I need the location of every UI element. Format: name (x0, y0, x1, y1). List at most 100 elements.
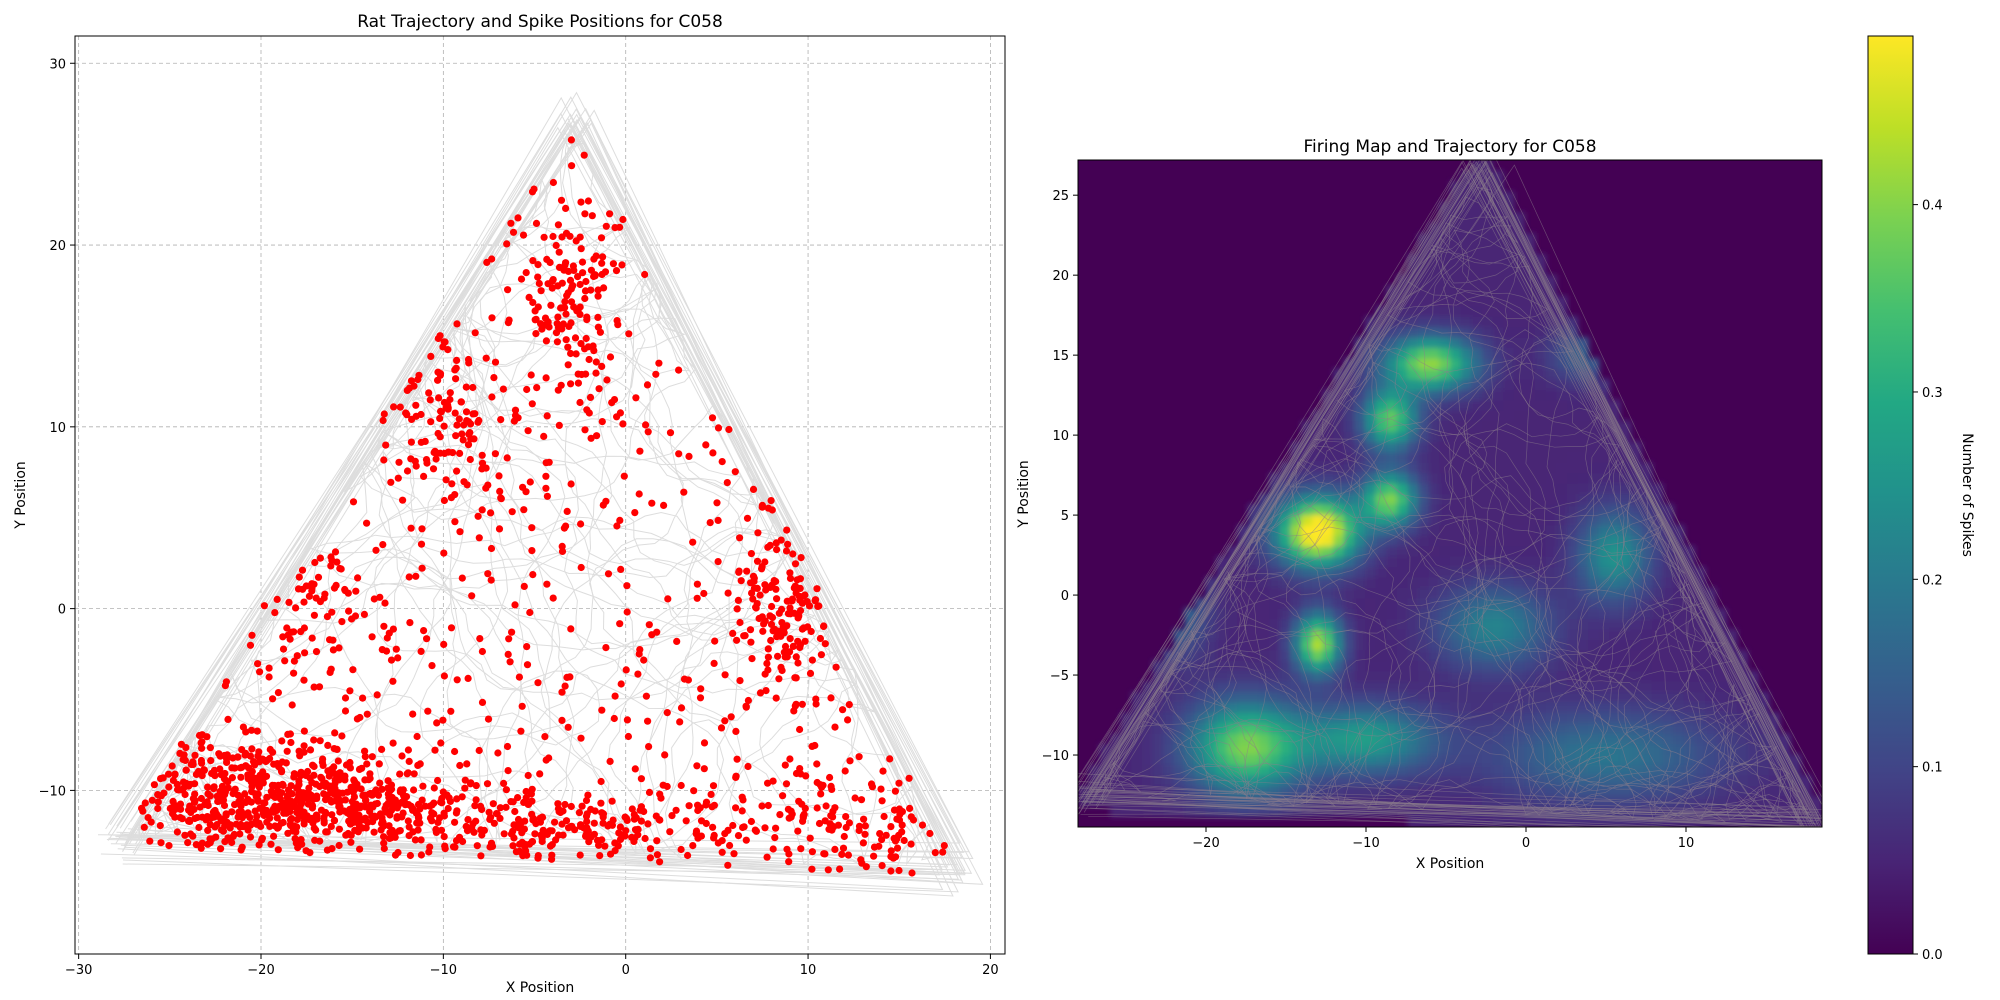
heatmap-cell (1503, 754, 1515, 766)
spike-point (229, 832, 237, 841)
heatmap-cell (1226, 774, 1239, 786)
heatmap-cell (1683, 576, 1696, 588)
y-tick-label: 25 (1052, 189, 1069, 204)
spike-point (426, 843, 434, 851)
heatmap-cell (1683, 754, 1696, 766)
spike-point (197, 794, 205, 803)
spike-point (754, 529, 762, 537)
heatmap-cell (1641, 535, 1653, 547)
heatmap-cell (1790, 795, 1802, 807)
spike-point (204, 826, 212, 835)
heatmap-cell (1386, 712, 1398, 724)
heatmap-cell (1375, 451, 1387, 463)
heatmap-cell (1333, 556, 1345, 568)
spike-point (434, 818, 442, 827)
heatmap-cell (1407, 378, 1419, 390)
spike-point (855, 753, 863, 761)
spike-point (367, 801, 375, 809)
spike-point (782, 547, 791, 555)
heatmap-cell (1566, 503, 1579, 515)
heatmap-cell (1386, 618, 1398, 630)
heatmap-cell (1163, 743, 1175, 755)
spike-point (157, 839, 165, 847)
heatmap-cell (1673, 639, 1685, 651)
spike-point (618, 261, 626, 269)
spike-point (308, 804, 316, 812)
heatmap-cell (1609, 816, 1621, 827)
heatmap-cell (1343, 754, 1355, 766)
heatmap-cell (1779, 816, 1791, 827)
heatmap-cell (1333, 670, 1345, 682)
spike-point (660, 501, 668, 509)
spike-point (320, 819, 328, 827)
heatmap-cell (1109, 795, 1122, 807)
spike-point (189, 832, 197, 840)
spike-point (376, 593, 384, 601)
spike-point (668, 812, 676, 820)
spike-point (724, 861, 732, 869)
spike-point (216, 765, 224, 773)
heatmap-cell (1630, 660, 1642, 672)
heatmap-cell (1736, 691, 1749, 703)
spike-point (284, 792, 292, 800)
heatmap-cell (1736, 733, 1749, 745)
heatmap-cell (1205, 649, 1217, 661)
heatmap-cell (1492, 285, 1504, 297)
heatmap-cell (1481, 253, 1494, 265)
heatmap-cell (1545, 378, 1557, 390)
heatmap-cell (1216, 608, 1228, 620)
spike-point (462, 408, 471, 416)
heatmap-cell (1471, 514, 1483, 526)
heatmap-cell (1641, 691, 1653, 703)
spike-point (574, 379, 583, 387)
spike-point (437, 798, 445, 806)
heatmap-cell (1364, 410, 1377, 422)
heatmap-cell (1396, 566, 1409, 578)
heatmap-cell (1333, 597, 1345, 609)
heatmap-cell (1598, 722, 1611, 734)
heatmap-cell (1439, 305, 1451, 317)
spike-point (845, 701, 853, 709)
spike-point (285, 598, 293, 607)
spike-point (599, 253, 607, 261)
heatmap-cell (1301, 472, 1313, 484)
spike-point (596, 852, 604, 860)
spike-point (783, 845, 791, 853)
heatmap-cell (1428, 253, 1440, 265)
heatmap-cell (1492, 462, 1504, 474)
heatmap-cell (1311, 722, 1324, 734)
heatmap-cell (1566, 722, 1579, 734)
spike-point (203, 733, 211, 741)
spike-point (508, 628, 516, 636)
spike-point (477, 852, 485, 860)
spike-point (520, 506, 528, 514)
heatmap-cell (1705, 795, 1717, 807)
heatmap-cell (1279, 806, 1292, 818)
heatmap-cell (1439, 535, 1451, 547)
heatmap-cell (1364, 691, 1377, 703)
heatmap-cell (1503, 264, 1515, 276)
heatmap-cell (1545, 681, 1557, 693)
x-tick-label: 10 (800, 963, 817, 978)
heatmap-cell (1694, 795, 1706, 807)
spike-point (644, 428, 652, 436)
spike-point (484, 481, 492, 489)
heatmap-cell (1237, 764, 1249, 776)
spike-point (278, 737, 286, 745)
spike-point (753, 600, 761, 608)
heatmap-cell (1481, 232, 1494, 244)
heatmap-cell (1407, 754, 1419, 766)
spike-point (729, 629, 737, 638)
spike-point (558, 542, 566, 551)
spike-point (295, 781, 303, 789)
spike-point (314, 573, 323, 581)
heatmap-cell (1450, 410, 1462, 422)
heatmap-cell (1609, 451, 1621, 463)
spike-point (906, 804, 914, 813)
heatmap-cell (1396, 441, 1409, 453)
spike-point (295, 573, 303, 581)
spike-point (528, 547, 536, 555)
heatmap-cell (1736, 712, 1749, 724)
heatmap-cell (1524, 785, 1536, 797)
trajectory-segment (1078, 167, 1822, 819)
